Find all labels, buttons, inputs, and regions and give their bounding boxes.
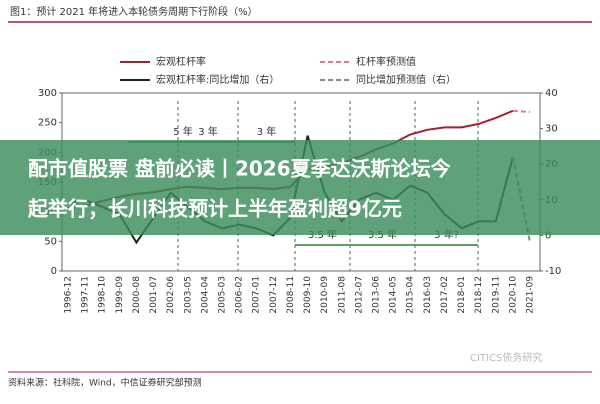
- x-tick-label: 2014-05: [389, 276, 399, 314]
- x-tick-label: 2008-11: [286, 276, 296, 314]
- x-tick-label: 2005-03: [218, 276, 228, 314]
- x-tick-label: 1998-10: [98, 276, 108, 314]
- legend-label: 宏观杠杆率: [156, 55, 206, 68]
- x-tick-label: 2017-02: [440, 276, 450, 314]
- x-tick-label: 2015-04: [406, 276, 416, 314]
- annotation: 3 年: [257, 125, 277, 138]
- chart-title: 图1：预计 2021 年将进入本轮债务周期下行阶段（%）: [10, 5, 258, 18]
- x-tick-label: 2007-01: [252, 276, 262, 314]
- x-tick-label: 2016-03: [423, 276, 433, 314]
- x-tick-label: 2007-12: [269, 276, 279, 314]
- x-tick-label: 2002-06: [166, 276, 176, 314]
- x-tick-label: 2012-07: [354, 276, 364, 314]
- y2-tick-label: -10: [545, 266, 561, 277]
- x-tick-label: 2020-10: [508, 276, 518, 314]
- x-tick-label: 1999-09: [115, 276, 125, 314]
- y2-tick-label: 0: [545, 230, 551, 241]
- y-tick-label: 300: [38, 88, 57, 99]
- legend-label: 宏观杠杆率:同比增加（右）: [156, 73, 279, 86]
- x-tick-label: 2019-11: [491, 276, 501, 314]
- y2-tick-label: 30: [545, 124, 558, 135]
- x-tick-label: 2000-08: [132, 276, 142, 314]
- x-tick-label: 2010-09: [320, 276, 330, 314]
- legend-label: 杠杆率预测值: [356, 55, 416, 68]
- y-tick-label: 0: [51, 266, 57, 277]
- annotation: 5 年: [173, 125, 193, 138]
- x-tick-label: 2021-09: [526, 276, 536, 314]
- x-tick-label: 1996-12: [64, 276, 74, 314]
- legend-label: 同比增加预测值（右）: [356, 73, 456, 86]
- x-tick-label: 2013-06: [372, 276, 382, 314]
- x-tick-label: 2018-01: [457, 276, 467, 314]
- y-tick-label: 250: [38, 118, 57, 129]
- x-tick-label: 2006-02: [235, 276, 245, 314]
- source: 资料来源：社科院，Wind，中信证券研究部预测: [8, 377, 202, 389]
- x-tick-label: 2009-10: [303, 276, 313, 314]
- x-tick-label: 2001-07: [149, 276, 159, 314]
- watermark: CITICS债务研究: [470, 351, 542, 364]
- x-tick-label: 2004-04: [200, 276, 210, 314]
- annotation: 3 年: [198, 125, 218, 138]
- x-tick-label: 2003-05: [183, 276, 193, 314]
- x-tick-label: 1997-11: [81, 276, 91, 314]
- y-tick-label: 50: [44, 236, 57, 247]
- series-line: [512, 109, 531, 113]
- banner: [0, 140, 600, 235]
- x-tick-label: 2011-08: [337, 276, 347, 314]
- y2-tick-label: 40: [545, 88, 558, 99]
- x-tick-label: 2018-12: [474, 276, 484, 314]
- headline: 配市值股票 盘前必读丨2026夏季达沃斯论坛今: [28, 157, 452, 181]
- headline: 起举行；长川科技预计上半年盈利超9亿元: [27, 197, 402, 221]
